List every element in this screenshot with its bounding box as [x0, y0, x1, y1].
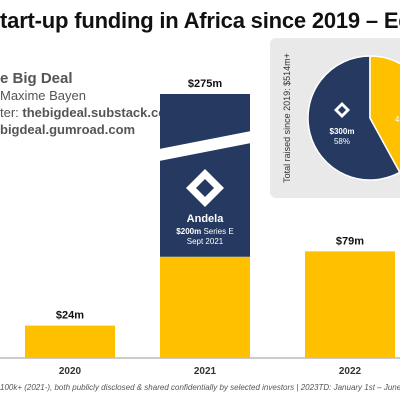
chart-title: start-up funding in Africa since 2019 – … [0, 8, 400, 33]
logo-inner [196, 179, 214, 197]
pie-label-value-0: $300m [330, 127, 355, 136]
source-gumroad: bigdeal.gumroad.com [0, 122, 136, 137]
andela-amount-value: $200m [176, 227, 201, 236]
pie-slice-1 [369, 55, 400, 174]
andela-name: Andela [187, 213, 225, 225]
source-twitter-prefix: ter: [0, 105, 23, 120]
footnote: 100k+ (2021-), both publicly disclosed &… [0, 383, 400, 392]
andela-round: Series E [201, 227, 233, 236]
source-brand: e Big Deal [0, 70, 73, 87]
bar-2021-other [160, 256, 250, 358]
tick-label-2022: 2022 [339, 366, 362, 377]
andela-logo-icon [186, 169, 224, 207]
axis-break-mark [154, 130, 256, 162]
data-label-2020: $24m [56, 310, 84, 322]
data-label-2021: $275m [188, 78, 222, 90]
pie-axis-label: Total raised since 2019: $514m+ [282, 53, 292, 183]
bar-2020 [25, 325, 115, 358]
pie-slice-0 [307, 55, 400, 181]
data-label-2022: $79m [336, 235, 364, 247]
andela-amount: $200m Series E [176, 227, 233, 236]
source-author: Maxime Bayen [0, 88, 86, 103]
source-credits: e Big Deal Maxime Bayen ter: thebigdeal.… [0, 70, 178, 138]
andela-date: Sept 2021 [187, 237, 224, 246]
source-twitter: ter: thebigdeal.substack.com [0, 104, 178, 121]
pie-andela-icon [334, 102, 350, 118]
pie-label-percent-0: 58% [334, 137, 350, 146]
tick-label-2020: 2020 [59, 366, 82, 377]
inset-pie-panel: Total raised since 2019: $514m+ $300m 58% 4… [270, 38, 400, 198]
bar-2022 [305, 251, 395, 358]
source-twitter-handle: thebigdeal.substack.com [22, 105, 178, 120]
pie-logo-inner [338, 106, 346, 114]
pie-label-percent-1: 42 [395, 115, 400, 124]
tick-label-2021: 2021 [194, 366, 217, 377]
